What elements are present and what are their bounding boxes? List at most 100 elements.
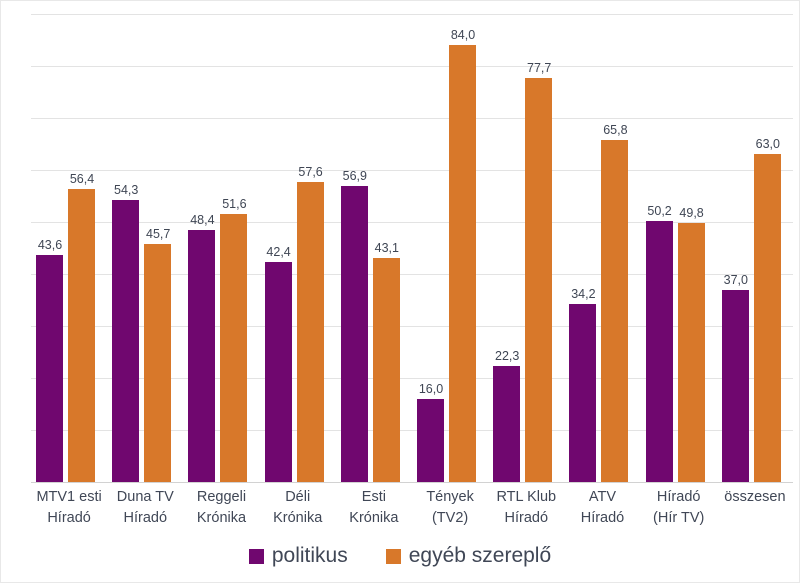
bars-layer: 43,6 56,4 54,3 45,7 48,4 51,6 42,4 57,6 56,9 43,1… [31, 14, 793, 482]
bar-group: 42,4 57,6 [260, 14, 336, 482]
bar-group: 37,0 63,0 [717, 14, 793, 482]
bar-politikus[interactable] [417, 398, 444, 482]
legend-item[interactable]: egyéb szereplő [385, 544, 552, 568]
bar-value-label: 65,8 [603, 122, 628, 137]
x-axis-label-line: Krónika [349, 510, 399, 526]
bar-politikus[interactable] [645, 220, 673, 482]
x-axis-label-line: Híradó [656, 489, 701, 505]
gridline [31, 66, 793, 67]
x-axis-category-label: Reggeli Krónika [183, 487, 259, 529]
x-axis-label-line: Déli [285, 489, 311, 505]
bar-politikus[interactable] [340, 186, 368, 482]
bar-politikus[interactable] [112, 199, 140, 482]
bar-value-label: 50,2 [647, 203, 672, 218]
bar-value-label: 84,0 [450, 28, 476, 43]
bar-egyéb-szereplő[interactable] [753, 154, 781, 482]
x-axis-label-line: Híradó [47, 510, 91, 526]
gridline [31, 274, 793, 275]
x-axis-label-line: Reggeli [196, 489, 247, 505]
bar-egyéb-szereplő[interactable] [525, 77, 553, 482]
gridline [31, 170, 793, 171]
bar-group: 50,2 49,8 [641, 14, 717, 482]
gridline [31, 326, 793, 327]
gridline [31, 430, 793, 431]
x-axis-label-line: Híradó [123, 510, 168, 526]
bar-value-label: 43,1 [374, 240, 399, 255]
bar-group: 22,3 77,7 [488, 14, 564, 482]
x-axis-label-line: Krónika [196, 510, 247, 526]
legend-label: politikus [271, 544, 348, 567]
gridline [31, 222, 793, 223]
bar-value-label: 57,6 [298, 165, 323, 180]
x-axis-label-line: Esti [361, 489, 386, 505]
plot-area: 0102030405060708090 43,656,454,345,748,4… [31, 14, 793, 483]
bar-egyéb-szereplő[interactable] [144, 244, 172, 482]
legend-label: egyéb szereplő [408, 544, 552, 567]
legend-swatch-icon [385, 548, 401, 564]
legend-item[interactable]: politikus [248, 544, 348, 568]
bar-politikus[interactable] [188, 230, 216, 482]
bar-value-label: 34,2 [571, 287, 596, 302]
x-axis-label-line: Duna TV [116, 489, 174, 505]
bar-egyéb-szereplő[interactable] [372, 257, 400, 482]
bar-value-label: 63,0 [755, 137, 780, 152]
x-axis-category-label: Tények (TV2) [412, 487, 488, 529]
x-axis-label-line: (TV2) [431, 510, 469, 526]
chart-legend: politikus egyéb szereplő [1, 544, 799, 568]
x-axis-category-label: összesen [717, 487, 793, 508]
bar-value-label: 43,6 [37, 238, 63, 253]
x-axis-label-line: RTL Klub [496, 489, 557, 505]
bar-egyéb-szereplő[interactable] [296, 182, 324, 482]
bar-group: 16,0 84,0 [412, 14, 488, 482]
bar-egyéb-szereplő[interactable] [220, 213, 248, 482]
x-axis-category-label: ATV Híradó [564, 487, 640, 529]
x-axis-category-label: Híradó (Hír TV) [641, 487, 717, 529]
x-axis-category-label: Esti Krónika [336, 487, 412, 529]
x-axis-category-label: RTL Klub Híradó [488, 487, 564, 529]
bar-value-label: 56,9 [342, 169, 367, 184]
bar-egyéb-szereplő[interactable] [601, 139, 629, 482]
bar-value-label: 54,3 [114, 182, 139, 197]
x-axis-label-line: Híradó [580, 510, 625, 526]
bar-value-label: 16,0 [418, 381, 444, 396]
bar-group: 54,3 45,7 [107, 14, 183, 482]
x-axis-label-line: ATV [588, 489, 617, 505]
bar-value-label: 56,4 [69, 171, 95, 186]
gridline [31, 118, 793, 119]
bar-value-label: 48,4 [190, 213, 215, 228]
x-axis-category-label: MTV1 esti Híradó [31, 487, 107, 529]
legend-swatch-icon [248, 548, 264, 564]
bar-politikus[interactable] [493, 366, 521, 482]
bar-value-label: 37,0 [723, 272, 748, 287]
x-axis-label-line: Híradó [504, 510, 549, 526]
x-axis-category-label: Duna TV Híradó [107, 487, 183, 529]
x-axis-categories: MTV1 esti Híradó Duna TV Híradó Reggeli Króni… [31, 487, 793, 539]
gridline [31, 14, 793, 15]
gridline [31, 482, 793, 483]
bar-group: 56,9 43,1 [336, 14, 412, 482]
bar-group: 48,4 51,6 [183, 14, 259, 482]
bar-politikus[interactable] [36, 255, 63, 482]
x-axis-label-line: összesen [724, 489, 786, 505]
bar-value-label: 42,4 [266, 244, 291, 259]
x-axis-label-line: Tények [426, 489, 474, 505]
bar-egyéb-szereplő[interactable] [68, 188, 95, 482]
bar-value-label: 49,8 [679, 206, 704, 221]
bar-value-label: 22,3 [495, 349, 520, 364]
bar-politikus[interactable] [721, 289, 749, 482]
bar-group: 34,2 65,8 [564, 14, 640, 482]
bar-group: 43,6 56,4 [31, 14, 107, 482]
x-axis-label-line: Krónika [273, 510, 323, 526]
bar-egyéb-szereplő[interactable] [449, 45, 476, 482]
bar-value-label: 51,6 [222, 196, 247, 211]
bar-value-label: 77,7 [527, 60, 552, 75]
bar-politikus[interactable] [569, 304, 597, 482]
bar-value-label: 45,7 [146, 227, 171, 242]
bar-egyéb-szereplő[interactable] [677, 223, 705, 482]
x-axis-category-label: Déli Krónika [260, 487, 336, 529]
bar-politikus[interactable] [264, 261, 292, 482]
x-axis-label-line: (Hír TV) [653, 510, 705, 526]
x-axis-label-line: MTV1 esti [36, 489, 102, 505]
gridline [31, 378, 793, 379]
